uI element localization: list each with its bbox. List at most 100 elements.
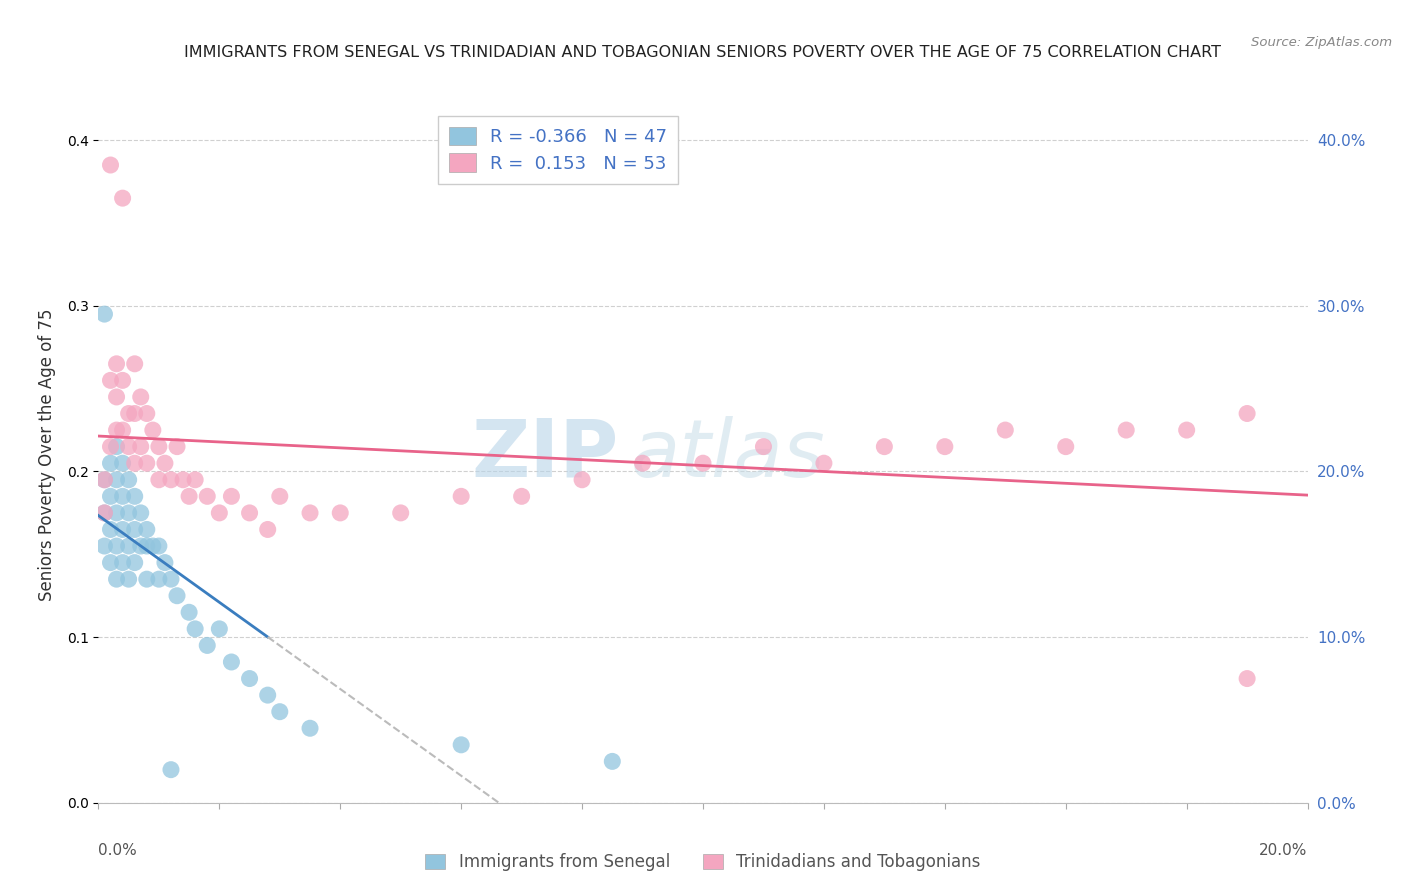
Point xyxy=(105,440,128,454)
Point xyxy=(105,357,128,371)
Point xyxy=(118,440,141,454)
Point xyxy=(1236,672,1258,686)
Point xyxy=(100,489,122,503)
Point xyxy=(124,357,146,371)
Point xyxy=(450,489,472,503)
Point xyxy=(450,738,472,752)
Point xyxy=(142,423,165,437)
Point xyxy=(160,473,183,487)
Point xyxy=(93,473,115,487)
Point xyxy=(208,506,231,520)
Point xyxy=(124,523,146,537)
Point xyxy=(142,539,165,553)
Text: IMMIGRANTS FROM SENEGAL VS TRINIDADIAN AND TOBAGONIAN SENIORS POVERTY OVER THE A: IMMIGRANTS FROM SENEGAL VS TRINIDADIAN A… xyxy=(184,45,1222,60)
Point xyxy=(93,539,115,553)
Point xyxy=(135,407,157,421)
Point xyxy=(934,440,956,454)
Point xyxy=(329,506,352,520)
Point xyxy=(93,473,115,487)
Point xyxy=(129,390,152,404)
Point xyxy=(1175,423,1198,437)
Point xyxy=(118,473,141,487)
Point xyxy=(631,456,654,470)
Point xyxy=(93,307,115,321)
Point xyxy=(752,440,775,454)
Point xyxy=(100,523,122,537)
Text: atlas: atlas xyxy=(630,416,825,494)
Point xyxy=(179,489,201,503)
Point xyxy=(100,456,122,470)
Point xyxy=(105,506,128,520)
Point xyxy=(179,605,201,619)
Point xyxy=(111,523,134,537)
Point xyxy=(153,456,176,470)
Point xyxy=(124,489,146,503)
Point xyxy=(873,440,896,454)
Point xyxy=(100,158,122,172)
Point xyxy=(129,539,152,553)
Point xyxy=(148,473,170,487)
Point xyxy=(118,539,141,553)
Point xyxy=(299,506,322,520)
Point xyxy=(195,639,218,653)
Point xyxy=(105,423,128,437)
Point xyxy=(160,763,183,777)
Point xyxy=(105,390,128,404)
Point xyxy=(111,489,134,503)
Point xyxy=(571,473,593,487)
Point xyxy=(510,489,533,503)
Point xyxy=(111,373,134,387)
Point xyxy=(100,373,122,387)
Point xyxy=(166,440,188,454)
Point xyxy=(256,523,278,537)
Point xyxy=(1115,423,1137,437)
Point xyxy=(208,622,231,636)
Point xyxy=(256,688,278,702)
Point xyxy=(269,705,291,719)
Point xyxy=(105,539,128,553)
Point xyxy=(160,572,183,586)
Point xyxy=(221,655,243,669)
Point xyxy=(1236,407,1258,421)
Point xyxy=(135,456,157,470)
Point xyxy=(129,506,152,520)
Point xyxy=(172,473,194,487)
Point xyxy=(602,755,624,769)
Point xyxy=(269,489,291,503)
Point xyxy=(93,506,115,520)
Point xyxy=(100,556,122,570)
Point xyxy=(124,556,146,570)
Point xyxy=(100,440,122,454)
Point xyxy=(153,556,176,570)
Point xyxy=(129,440,152,454)
Point xyxy=(148,572,170,586)
Point xyxy=(105,473,128,487)
Point xyxy=(124,456,146,470)
Point xyxy=(118,407,141,421)
Point xyxy=(111,423,134,437)
Point xyxy=(111,556,134,570)
Point xyxy=(389,506,412,520)
Point xyxy=(135,523,157,537)
Point xyxy=(111,456,134,470)
Point xyxy=(221,489,243,503)
Point xyxy=(692,456,714,470)
Point xyxy=(299,721,322,735)
Point xyxy=(1054,440,1077,454)
Point xyxy=(166,589,188,603)
Point xyxy=(105,572,128,586)
Point xyxy=(195,489,218,503)
Point xyxy=(118,572,141,586)
Point xyxy=(148,539,170,553)
Point xyxy=(118,506,141,520)
Text: ZIP: ZIP xyxy=(471,416,619,494)
Point xyxy=(135,539,157,553)
Text: 0.0%: 0.0% xyxy=(98,843,138,858)
Point xyxy=(239,672,262,686)
Point xyxy=(813,456,835,470)
Text: Source: ZipAtlas.com: Source: ZipAtlas.com xyxy=(1251,36,1392,49)
Point xyxy=(184,622,207,636)
Y-axis label: Seniors Poverty Over the Age of 75: Seniors Poverty Over the Age of 75 xyxy=(38,309,56,601)
Point xyxy=(184,473,207,487)
Point xyxy=(994,423,1017,437)
